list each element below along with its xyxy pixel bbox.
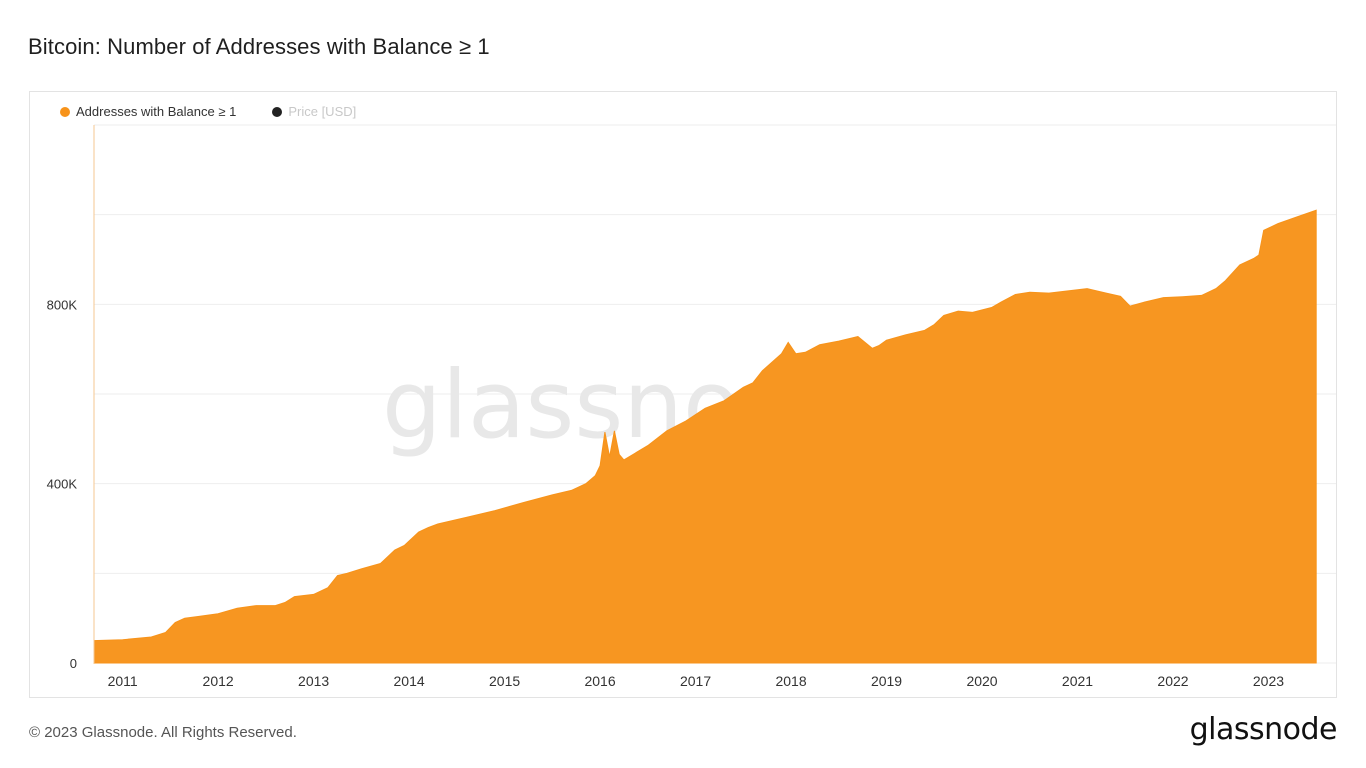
chart-frame: [29, 91, 1337, 698]
legend-item-addresses[interactable]: Addresses with Balance ≥ 1: [60, 104, 236, 119]
copyright-footer: © 2023 Glassnode. All Rights Reserved.: [29, 724, 297, 741]
series-area-group: [93, 209, 1317, 664]
chart-legend: Addresses with Balance ≥ 1 Price [USD]: [60, 104, 356, 119]
x-tick-label-2016: 2016: [584, 673, 615, 689]
x-tick-label-2013: 2013: [298, 673, 329, 689]
chart-title: Bitcoin: Number of Addresses with Balanc…: [28, 34, 490, 59]
glassnode-logo: glassnode: [1189, 712, 1338, 747]
x-tick-label-2018: 2018: [775, 673, 806, 689]
y-tick-label-0: 0: [70, 656, 77, 671]
legend-dot-price: [272, 106, 283, 117]
x-tick-label-2019: 2019: [871, 673, 902, 689]
y-tick-label-2: 400K: [47, 477, 78, 492]
x-axis-ticks: 2011 2012 2013 2014 2015 2016 2017 2018 2019 2020…: [108, 673, 1285, 689]
legend-label-addresses: Addresses with Balance ≥ 1: [76, 104, 237, 119]
x-tick-label-2023: 2023: [1253, 673, 1284, 689]
y-axis-ticks: 0 400K 800K: [47, 297, 78, 671]
x-tick-label-2015: 2015: [489, 673, 520, 689]
series-area-0[interactable]: [93, 209, 1317, 664]
y-tick-label-4: 800K: [47, 297, 78, 312]
legend-label-price: Price [USD]: [288, 104, 357, 119]
x-tick-label-2012: 2012: [203, 673, 234, 689]
x-tick-label-2011: 2011: [108, 673, 138, 689]
x-tick-label-2014: 2014: [394, 673, 425, 689]
legend-item-price[interactable]: Price [USD]: [272, 104, 356, 119]
x-tick-label-2017: 2017: [680, 673, 711, 689]
x-tick-label-2021: 2021: [1062, 673, 1093, 689]
x-tick-label-2022: 2022: [1157, 673, 1188, 689]
x-tick-label-2020: 2020: [966, 673, 997, 689]
legend-dot-addresses: [60, 106, 70, 117]
